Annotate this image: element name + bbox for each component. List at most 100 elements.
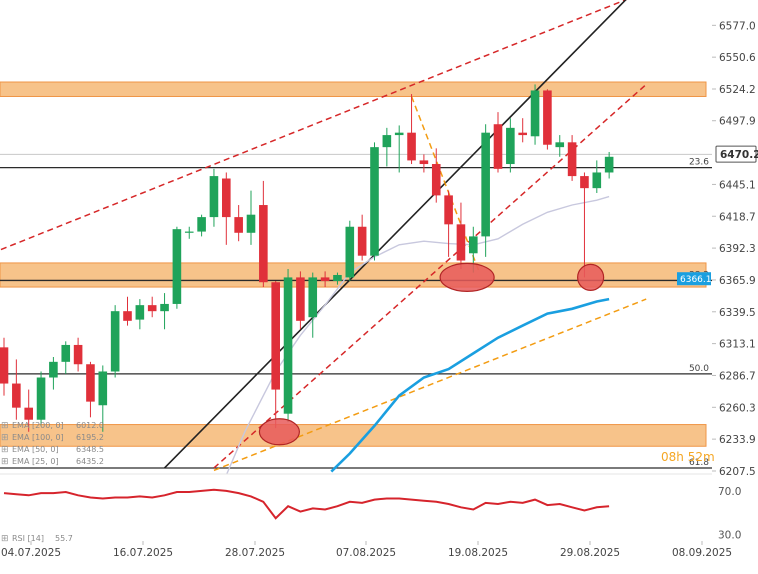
trendline-3: [213, 298, 647, 472]
price-tick-6: 6392.3: [719, 243, 756, 255]
price-tick-4: 6445.1: [719, 179, 756, 191]
price-tick-1: 6550.6: [719, 52, 756, 64]
ema-legend-icon-3: ⊞: [1, 457, 9, 467]
candle-body-42: [518, 132, 527, 136]
candle-body-45: [555, 142, 565, 148]
candle-body-40: [493, 124, 503, 169]
price-tick-0: 6577.0: [719, 20, 756, 32]
highlight-circles: [258, 262, 605, 446]
candle-body-38: [469, 236, 478, 254]
level-price-tag-box: [677, 272, 711, 286]
price-tick-8: 6339.5: [719, 307, 756, 319]
candle-body-49: [604, 156, 614, 173]
candle-body-32: [394, 132, 404, 136]
candle-body-22: [271, 282, 280, 390]
candle-body-33: [407, 132, 416, 161]
highlight-circle-1: [439, 262, 495, 293]
candle-body-14: [172, 229, 182, 304]
date-tick-6: 08.09.2025: [672, 547, 732, 559]
highlight-circle-2: [577, 263, 605, 292]
candle-body-3: [36, 377, 46, 420]
rsi-value: 55.7: [55, 534, 73, 543]
candle-body-4: [49, 361, 58, 378]
ema-legend-value-1: 6195.2: [76, 433, 104, 442]
rsi-legend: ⊞ RSI [14] 55.7: [1, 534, 73, 544]
candle-body-15: [184, 231, 194, 233]
candle-body-16: [197, 217, 206, 232]
rsi-tick-1: 30.0: [718, 530, 741, 542]
candle-body-37: [456, 224, 466, 261]
candle-body-47: [580, 176, 589, 189]
rsi-axis: 70.0 30.0: [718, 486, 741, 542]
candle-body-23: [283, 277, 293, 414]
level-label-1: 23.6: [689, 158, 709, 168]
candle-body-11: [135, 305, 145, 320]
candle-body-19: [234, 217, 243, 233]
candle-body-13: [160, 303, 169, 312]
ema-legend-label-2: EMA [50, 0]: [12, 445, 59, 454]
price-tick-11: 6260.3: [719, 402, 756, 414]
horizontal-levels: [0, 153, 712, 469]
candle-body-0: [0, 347, 9, 384]
ema-legend: ⊞ EMA [200, 0] 6012.0⊞ EMA [100, 0] 6195.2⊞ E…: [1, 421, 104, 467]
trendlines: [0, 0, 647, 472]
candle-body-36: [444, 195, 453, 225]
ema-legend-label-0: EMA [200, 0]: [12, 421, 64, 430]
candle-body-44: [543, 90, 552, 145]
candle-body-2: [24, 407, 33, 420]
highlight-circle-0: [258, 418, 301, 446]
price-axis-background: [712, 0, 758, 570]
ema-legend-label-3: EMA [25, 0]: [12, 457, 59, 466]
ema-legend-icon-0: ⊞: [1, 421, 9, 431]
candle-body-30: [370, 147, 379, 256]
ema-legend-value-2: 6348.5: [76, 445, 104, 454]
candle-body-28: [345, 226, 355, 278]
rsi-panel: [3, 488, 610, 520]
candle-body-31: [382, 135, 392, 148]
rsi-legend-icon: ⊞: [1, 534, 9, 544]
candle-body-26: [320, 277, 330, 282]
candle-body-34: [419, 160, 429, 165]
trendline-1: [163, 0, 627, 469]
candle-body-7: [86, 364, 95, 402]
date-tick-5: 29.08.2025: [560, 547, 620, 559]
candle-body-43: [530, 90, 540, 137]
date-tick-0: 04.07.2025: [1, 547, 61, 559]
candle-body-9: [110, 311, 120, 372]
candle-body-29: [357, 226, 367, 256]
candle-body-20: [246, 214, 256, 233]
price-tick-3: 6497.9: [719, 116, 756, 128]
candle-body-41: [506, 127, 515, 165]
rsi-line: [3, 488, 610, 520]
candle-body-24: [296, 277, 305, 321]
level-labels: 23.638.250.061.8: [689, 158, 709, 468]
candle-body-27: [333, 274, 342, 282]
price-tick-7: 6365.9: [719, 275, 756, 287]
date-axis: 04.07.2025 16.07.2025 28.07.2025 07.08.2025…: [1, 541, 732, 559]
candle-body-35: [431, 164, 441, 196]
trendline-4: [410, 96, 481, 273]
rsi-label: RSI [14]: [12, 534, 44, 543]
date-tick-1: 16.07.2025: [113, 547, 173, 559]
date-tick-3: 07.08.2025: [336, 547, 396, 559]
price-tick-13: 6207.5: [719, 466, 756, 478]
candle-body-25: [308, 277, 318, 318]
price-tick-5: 6418.7: [719, 211, 756, 223]
date-tick-2: 28.07.2025: [225, 547, 285, 559]
ema-legend-value-0: 6012.0: [76, 421, 104, 430]
candle-body-1: [12, 383, 21, 408]
last-price-tag: 6470.2: [720, 149, 758, 161]
level-label-3: 50.0: [689, 364, 709, 374]
candle-body-39: [481, 132, 490, 237]
rsi-tick-0: 70.0: [718, 486, 741, 498]
candle-body-48: [592, 172, 602, 189]
level-label-4: 61.8: [689, 458, 709, 468]
trendline-0: [0, 0, 628, 251]
ema-legend-value-3: 6435.2: [76, 457, 104, 466]
candle-body-18: [222, 178, 231, 218]
candle-body-17: [209, 176, 219, 218]
price-tick-10: 6286.7: [719, 370, 756, 382]
level-price-tag: 6366.1: [680, 275, 712, 285]
